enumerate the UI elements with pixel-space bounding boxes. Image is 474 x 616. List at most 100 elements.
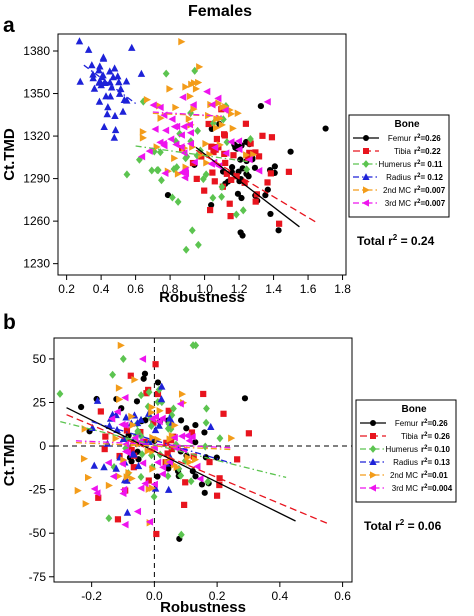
y-tick-label: 1350 bbox=[23, 87, 50, 101]
data-point bbox=[134, 461, 143, 470]
data-point bbox=[226, 200, 233, 207]
data-point bbox=[216, 141, 224, 149]
legend-r2-value: = 0.13 bbox=[427, 458, 450, 467]
data-point bbox=[117, 341, 125, 350]
legend-r2-superscript: 2 bbox=[417, 186, 421, 192]
data-point bbox=[237, 229, 244, 236]
total-r2-value: = 0.06 bbox=[404, 519, 441, 533]
data-point bbox=[111, 111, 119, 120]
data-point bbox=[148, 408, 156, 417]
data-point bbox=[251, 164, 259, 171]
data-point bbox=[182, 479, 189, 486]
fit-line-3rd-mc bbox=[152, 111, 222, 117]
data-point bbox=[103, 439, 112, 447]
data-point bbox=[133, 507, 142, 516]
data-point bbox=[229, 124, 237, 133]
data-point bbox=[271, 163, 278, 170]
data-point bbox=[216, 434, 224, 443]
legend-marker bbox=[370, 420, 376, 426]
data-point bbox=[177, 432, 186, 440]
data-point bbox=[110, 133, 119, 141]
data-point bbox=[209, 193, 217, 202]
legend-bone-label: Tibia bbox=[394, 147, 412, 156]
data-point bbox=[228, 176, 235, 183]
data-point bbox=[145, 147, 153, 155]
data-point bbox=[239, 206, 247, 215]
total-r2-superscript: 2 bbox=[400, 518, 405, 527]
data-point bbox=[99, 54, 108, 62]
data-point bbox=[168, 115, 176, 123]
chart-panel-b: b -0.2 0.0 0.2 0.4 0.6 -75 -50 -25 0 25 50 Robustnes… bbox=[1, 311, 457, 616]
fit-line-humerus bbox=[60, 421, 287, 479]
data-point bbox=[167, 135, 175, 143]
data-point bbox=[178, 37, 186, 46]
data-point bbox=[183, 425, 190, 432]
fit-line-3rd-mc bbox=[75, 440, 233, 449]
data-point bbox=[155, 421, 163, 429]
data-point bbox=[170, 404, 177, 413]
data-point bbox=[190, 453, 197, 460]
data-point bbox=[147, 421, 155, 430]
data-point bbox=[190, 105, 198, 113]
data-point bbox=[115, 89, 124, 97]
data-point bbox=[174, 197, 182, 206]
legend-r2-prefix: r bbox=[414, 173, 417, 182]
data-point bbox=[200, 390, 207, 398]
data-point bbox=[245, 430, 252, 437]
data-point bbox=[148, 451, 155, 460]
data-point bbox=[102, 433, 109, 440]
legend-r2-prefix: r bbox=[421, 432, 424, 441]
legend-r2-label: r2=0.22 bbox=[414, 147, 441, 156]
data-point bbox=[111, 125, 120, 134]
data-point bbox=[145, 518, 154, 526]
data-point bbox=[137, 472, 145, 481]
legend-marker bbox=[362, 173, 370, 180]
legend-marker bbox=[363, 186, 370, 194]
data-point bbox=[192, 455, 200, 464]
legend-r2-prefix: r bbox=[414, 186, 417, 195]
data-point bbox=[171, 154, 179, 162]
data-point bbox=[185, 115, 193, 123]
legend-r2-value: = 0.10 bbox=[427, 445, 450, 454]
series-radius bbox=[75, 37, 146, 141]
data-point bbox=[188, 80, 196, 89]
data-point bbox=[148, 484, 157, 492]
data-point bbox=[185, 437, 193, 445]
data-point bbox=[162, 126, 170, 135]
data-point bbox=[151, 125, 159, 133]
data-point bbox=[149, 465, 157, 473]
x-tick-label: 1.2 bbox=[231, 282, 248, 296]
data-point bbox=[129, 421, 137, 429]
data-point bbox=[131, 434, 139, 442]
data-point bbox=[122, 77, 131, 85]
data-point bbox=[144, 447, 152, 455]
data-point bbox=[99, 71, 107, 79]
data-point bbox=[184, 453, 192, 462]
data-point bbox=[234, 456, 241, 463]
data-point bbox=[176, 400, 184, 408]
data-point bbox=[120, 456, 128, 464]
data-point bbox=[243, 165, 251, 174]
y-tick-label: -25 bbox=[29, 483, 47, 497]
data-point bbox=[245, 155, 253, 164]
legend-r2-value: =0.22 bbox=[420, 147, 441, 156]
data-point bbox=[178, 390, 187, 398]
data-point bbox=[100, 122, 108, 131]
data-point bbox=[139, 134, 147, 142]
data-point bbox=[209, 169, 216, 176]
data-point bbox=[241, 179, 248, 186]
data-point bbox=[189, 101, 197, 109]
data-point bbox=[89, 70, 97, 78]
data-point bbox=[201, 489, 208, 496]
series-3rd-mc bbox=[138, 87, 271, 182]
data-point bbox=[230, 152, 237, 159]
legend-r2-superscript: 2 bbox=[424, 484, 428, 490]
data-point bbox=[192, 85, 201, 93]
series-radius bbox=[88, 382, 215, 516]
legend-r2-value: = 0.11 bbox=[420, 160, 443, 169]
legend-title: Bone bbox=[402, 404, 427, 415]
data-point bbox=[101, 78, 109, 86]
data-point bbox=[109, 370, 117, 379]
data-point bbox=[75, 37, 84, 45]
data-point bbox=[105, 514, 113, 523]
